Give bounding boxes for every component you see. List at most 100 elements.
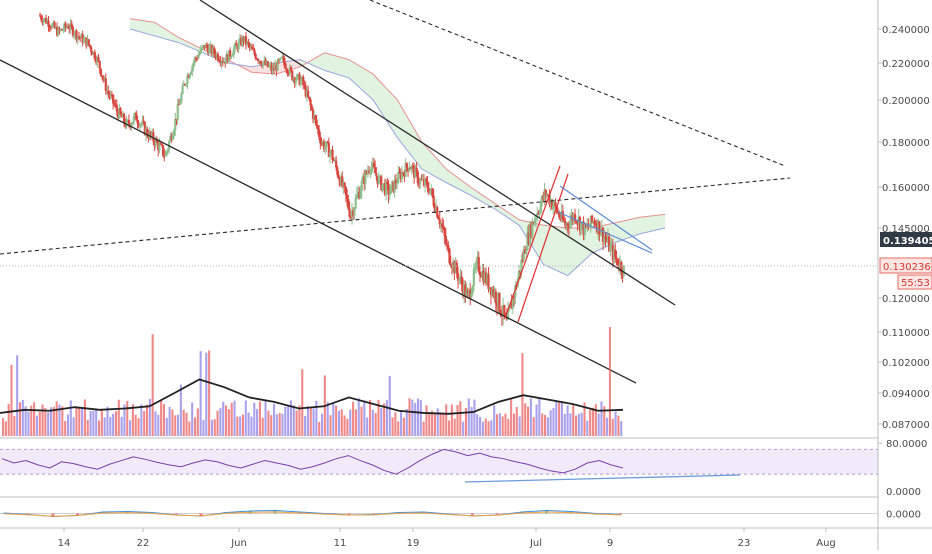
volume-bar xyxy=(72,417,75,436)
candle-body xyxy=(190,71,193,75)
candle-body xyxy=(539,203,543,213)
candle-body xyxy=(203,45,206,49)
candle-body xyxy=(260,63,263,67)
volume-bar xyxy=(614,411,617,436)
candle-body xyxy=(458,278,461,281)
candle-body xyxy=(348,208,351,217)
candle-body xyxy=(270,65,273,72)
volume-bar xyxy=(589,409,592,436)
candle-body xyxy=(209,45,212,48)
volume-bar xyxy=(261,417,264,436)
candle-body xyxy=(151,132,154,136)
candle-body xyxy=(118,107,121,118)
volume-bar xyxy=(64,421,67,436)
candle-body xyxy=(85,37,88,47)
candle-body xyxy=(497,292,500,307)
candle-body xyxy=(408,167,411,172)
candle-body xyxy=(349,216,352,218)
channel-lower-line xyxy=(0,59,637,384)
volume-bar xyxy=(256,409,259,436)
volume-bar xyxy=(210,419,213,436)
volume-bar xyxy=(30,405,33,436)
volume-bar xyxy=(442,414,445,436)
candle-body xyxy=(536,212,539,219)
candle-body xyxy=(363,176,366,184)
volume-bar xyxy=(340,409,343,436)
candle-body xyxy=(219,61,222,64)
candle-body xyxy=(41,19,44,23)
candle-body xyxy=(328,152,332,157)
candle-body xyxy=(499,311,502,316)
candle-body xyxy=(392,181,395,192)
candle-body xyxy=(149,131,153,136)
volume-bar xyxy=(24,406,27,436)
candle-body xyxy=(49,27,53,29)
candle-body xyxy=(88,44,92,47)
volume-moving-average xyxy=(0,378,624,415)
volume-bar xyxy=(498,413,501,436)
candle-body xyxy=(494,291,497,304)
volume-bar xyxy=(416,398,420,436)
candle-body xyxy=(70,23,73,27)
candle-body xyxy=(366,171,369,174)
candle-body xyxy=(325,141,328,147)
candle-body xyxy=(597,221,600,233)
volume-bar xyxy=(7,403,10,436)
candle-body xyxy=(227,50,231,62)
candle-body xyxy=(541,195,544,204)
candle-body xyxy=(126,119,129,121)
volume-bar xyxy=(272,403,276,436)
volume-bar xyxy=(512,413,516,436)
volume-bar xyxy=(4,421,7,436)
candle-body xyxy=(54,27,57,29)
candle-body xyxy=(172,130,176,136)
candle-body xyxy=(555,206,558,213)
candle-body xyxy=(350,210,354,217)
volume-bar xyxy=(112,413,115,436)
volume-bar xyxy=(208,350,211,436)
candle-body xyxy=(148,131,151,139)
volume-bar xyxy=(326,402,329,436)
volume-bar xyxy=(174,415,177,436)
candle-body xyxy=(573,214,577,222)
volume-bar xyxy=(182,409,185,436)
candle-body xyxy=(575,221,578,223)
candle-body xyxy=(420,179,423,181)
candle-body xyxy=(475,261,478,269)
candle-body xyxy=(216,54,220,61)
candle-body xyxy=(154,138,157,146)
volume-bar xyxy=(473,399,476,436)
volume-bar xyxy=(145,404,149,436)
candle-body xyxy=(434,207,438,212)
candle-body xyxy=(465,290,468,297)
candle-body xyxy=(255,58,259,60)
candle-body xyxy=(120,113,123,118)
time-axis-label: 23 xyxy=(738,538,751,549)
candle-body xyxy=(194,57,198,59)
candle-body xyxy=(472,268,475,286)
candle-body xyxy=(119,107,122,114)
candle-body xyxy=(455,262,458,274)
rsi-band xyxy=(0,449,878,475)
candle-body xyxy=(205,44,209,48)
candle-body xyxy=(193,57,196,63)
candle-body xyxy=(282,56,285,62)
candle-body xyxy=(551,206,555,209)
candle-body xyxy=(549,200,552,205)
candle-body xyxy=(565,223,568,227)
candle-body xyxy=(593,221,596,224)
candle-body xyxy=(405,163,408,168)
candle-body xyxy=(422,179,426,186)
volume-bar xyxy=(583,402,586,436)
volume-bar xyxy=(335,405,338,436)
volume-bar xyxy=(439,412,442,436)
candle-body xyxy=(232,48,235,56)
volume-bar xyxy=(504,413,507,436)
candle-body xyxy=(99,68,103,76)
volume-bar xyxy=(2,418,5,436)
candle-body xyxy=(424,178,427,186)
volume-bar xyxy=(109,416,112,436)
volume-bar xyxy=(507,418,510,436)
candle-body xyxy=(309,99,312,106)
